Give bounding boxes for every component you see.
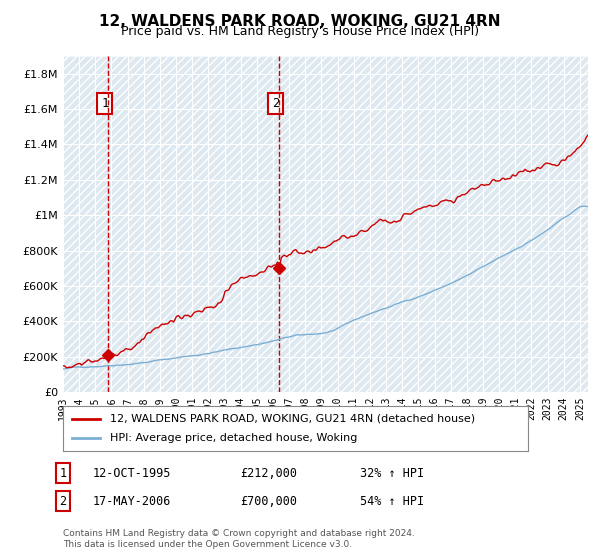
Text: Contains HM Land Registry data © Crown copyright and database right 2024.
This d: Contains HM Land Registry data © Crown c… bbox=[63, 529, 415, 549]
Text: 2: 2 bbox=[59, 494, 67, 508]
Text: Price paid vs. HM Land Registry's House Price Index (HPI): Price paid vs. HM Land Registry's House … bbox=[121, 25, 479, 38]
Text: 12-OCT-1995: 12-OCT-1995 bbox=[93, 466, 172, 480]
Text: £212,000: £212,000 bbox=[240, 466, 297, 480]
Text: HPI: Average price, detached house, Woking: HPI: Average price, detached house, Woki… bbox=[110, 433, 357, 444]
Text: 12, WALDENS PARK ROAD, WOKING, GU21 4RN (detached house): 12, WALDENS PARK ROAD, WOKING, GU21 4RN … bbox=[110, 413, 475, 423]
Text: 17-MAY-2006: 17-MAY-2006 bbox=[93, 494, 172, 508]
Text: 1: 1 bbox=[101, 97, 109, 110]
Text: 32% ↑ HPI: 32% ↑ HPI bbox=[360, 466, 424, 480]
Text: 12, WALDENS PARK ROAD, WOKING, GU21 4RN: 12, WALDENS PARK ROAD, WOKING, GU21 4RN bbox=[99, 14, 501, 29]
Text: 54% ↑ HPI: 54% ↑ HPI bbox=[360, 494, 424, 508]
Text: £700,000: £700,000 bbox=[240, 494, 297, 508]
Text: 2: 2 bbox=[272, 97, 280, 110]
Text: 1: 1 bbox=[59, 466, 67, 480]
